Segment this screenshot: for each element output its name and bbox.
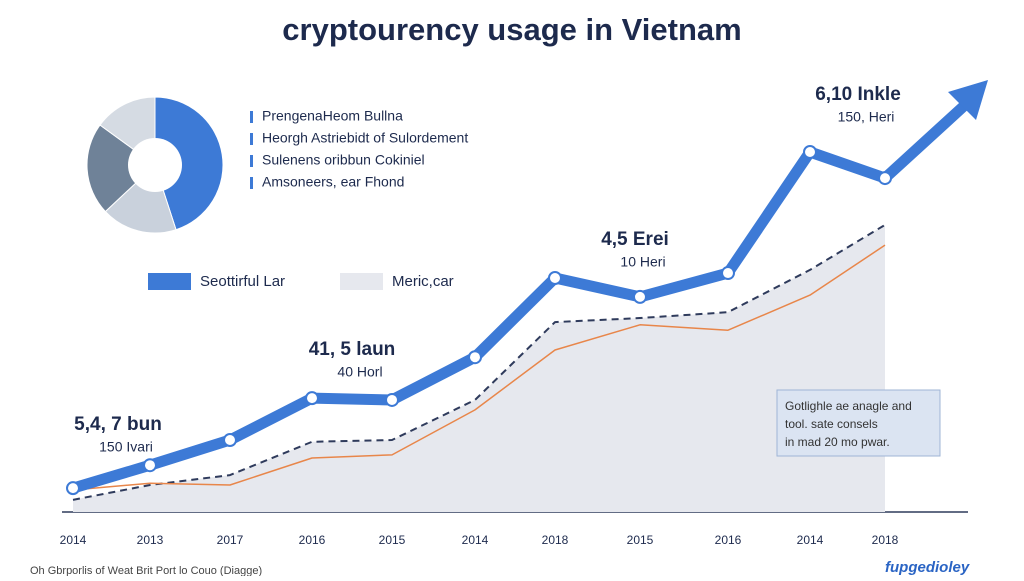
legend-marker [250, 155, 253, 167]
legend-marker [250, 133, 253, 145]
pie-legend-label: Amsoneers, ear Fhond [262, 174, 404, 190]
point [305, 391, 319, 406]
pie-hole [128, 138, 182, 192]
arrow-head [948, 80, 988, 120]
x-tick-label: 2018 [872, 533, 899, 547]
annotation-subtitle: 10 Heri [620, 254, 665, 270]
pie-slice [154, 96, 224, 231]
logo: fupgedioley [885, 559, 970, 576]
annotation-title: 6,10 Inkle [815, 84, 901, 105]
point [721, 266, 735, 281]
point [548, 271, 562, 285]
legend-marker [250, 177, 253, 189]
legend-swatch [148, 273, 191, 290]
point [385, 392, 399, 407]
pie-legend-label: Sulenens oribbun Cokiniel [262, 152, 425, 168]
pie-legend-label: PrengenaHeom Bullna [262, 108, 403, 124]
point [143, 458, 157, 473]
note-box [776, 389, 941, 457]
x-tick-label: 2018 [542, 533, 569, 547]
area [73, 224, 885, 512]
note-text: tool. sate consels [785, 417, 878, 431]
legend-marker [250, 111, 253, 123]
arrow-shaft [881, 100, 969, 183]
point [223, 433, 237, 447]
note-text: Gotlighle ae anagle and [785, 399, 912, 413]
x-tick-label: 2016 [715, 533, 742, 547]
point [468, 350, 482, 365]
chart-title: cryptourency usage in Vietnam [282, 12, 741, 47]
pie-slice [86, 124, 156, 213]
x-tick-label: 2013 [137, 533, 164, 547]
legend-label: Seottirful Lar [200, 273, 285, 290]
x-tick-label: 2014 [462, 533, 489, 547]
annotation-title: 41, 5 laun [309, 339, 396, 360]
point [633, 289, 647, 304]
x-tick-label: 2014 [797, 533, 824, 547]
x-tick-label: 2015 [627, 533, 654, 547]
x-tick-label: 2015 [379, 533, 406, 547]
x-tick-label: 2016 [299, 533, 326, 547]
footnote: Oh Gbrporlis of Weat Brit Port lo Couo (… [30, 565, 262, 576]
annotation-title: 5,4, 7 bun [74, 414, 162, 435]
pie-legend-label: Heorgh Astriebidt of Sulordement [262, 130, 468, 146]
annotation-subtitle: 150, Heri [838, 109, 895, 125]
annotation-subtitle: 150 Ivari [99, 439, 153, 455]
line [72, 224, 886, 501]
legend-label: Meric,car [392, 273, 454, 290]
x-tick-label: 2014 [60, 533, 87, 547]
legend-swatch [340, 273, 383, 290]
annotation-title: 4,5 Erei [601, 229, 669, 250]
x-tick-label: 2017 [217, 533, 244, 547]
annotation-subtitle: 40 Horl [337, 364, 382, 380]
point [878, 171, 892, 186]
point [66, 481, 80, 496]
line [72, 244, 886, 491]
note-text: in mad 20 mo pwar. [785, 435, 890, 449]
point [803, 145, 817, 159]
